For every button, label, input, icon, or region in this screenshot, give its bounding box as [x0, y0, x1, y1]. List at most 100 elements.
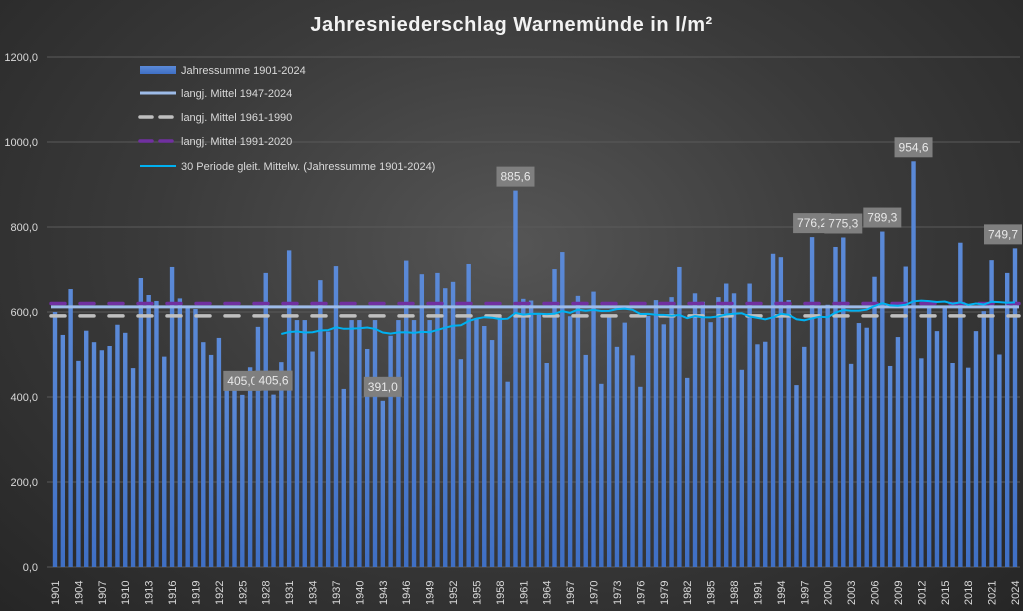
bar-1929 — [271, 394, 276, 567]
x-tick-label: 1979 — [659, 581, 671, 605]
bar-2004 — [856, 323, 862, 567]
x-tick-label: 1997 — [799, 581, 811, 605]
bar-1986 — [716, 297, 721, 567]
bar-1901 — [52, 312, 58, 567]
bar-1914 — [154, 300, 159, 567]
y-tick-label: 200,0 — [10, 477, 38, 489]
bar-1989 — [739, 369, 745, 567]
bar-2018 — [965, 367, 971, 567]
data-label-box — [863, 207, 902, 228]
bar-1965 — [552, 269, 557, 567]
bar-1980 — [669, 297, 674, 567]
x-tick-label: 2024 — [1010, 581, 1022, 605]
bar-1903 — [68, 289, 73, 567]
x-tick-label: 2009 — [893, 581, 905, 605]
bar-1924 — [232, 389, 237, 567]
bar-1907 — [99, 350, 105, 567]
bar-1937 — [333, 266, 339, 567]
bar-1906 — [91, 342, 97, 567]
x-tick-label: 1928 — [261, 581, 273, 605]
bar-1912 — [138, 278, 144, 567]
bar-1958 — [497, 317, 503, 567]
legend-label: 30 Periode gleit. Mittelw. (Jahressumme … — [181, 161, 435, 173]
data-label: 885,6 — [500, 170, 530, 184]
bar-1915 — [162, 356, 167, 567]
bar-1919 — [193, 309, 198, 567]
legend-swatch-bar — [140, 66, 176, 74]
x-tick-label: 1937 — [331, 581, 343, 605]
x-tick-label: 1931 — [284, 581, 296, 605]
bar-1971 — [599, 383, 604, 567]
bar-1953 — [458, 359, 464, 567]
bar-1959 — [505, 381, 510, 567]
x-tick-label: 1952 — [448, 581, 460, 605]
x-tick-label: 1958 — [495, 581, 507, 605]
x-tick-label: 1991 — [752, 581, 764, 605]
legend-label: Jahressumme 1901-2024 — [181, 65, 306, 77]
bar-1999 — [817, 306, 823, 567]
x-tick-label: 1976 — [635, 581, 647, 605]
bar-2016 — [950, 363, 955, 567]
bar-1923 — [224, 374, 229, 567]
bar-1911 — [130, 368, 136, 567]
legend-label: langj. Mittel 1947-2024 — [181, 88, 292, 100]
bar-1960 — [513, 190, 518, 567]
data-label-box — [223, 370, 262, 391]
data-label: 405,0 — [227, 374, 257, 388]
bar-1922 — [216, 337, 222, 567]
bar-1943 — [380, 400, 386, 567]
bar-1998 — [809, 237, 815, 568]
y-tick-label: 600,0 — [10, 307, 38, 319]
data-label-box — [793, 213, 832, 234]
bar-1935 — [318, 280, 323, 567]
bar-1933 — [302, 320, 307, 567]
bar-2000 — [825, 304, 830, 567]
x-tick-label: 2015 — [940, 581, 952, 605]
data-label-box — [824, 213, 863, 234]
bar-1988 — [731, 293, 737, 567]
x-tick-label: 1934 — [308, 581, 320, 605]
bar-1947 — [411, 320, 417, 567]
bar-2006 — [872, 276, 877, 567]
x-tick-label: 1949 — [425, 581, 437, 605]
bar-1952 — [450, 281, 456, 567]
bar-1957 — [489, 340, 495, 567]
bar-2021 — [989, 260, 994, 567]
y-tick-label: 0,0 — [23, 562, 38, 574]
bar-1928 — [263, 272, 268, 567]
bar-1951 — [443, 288, 448, 567]
bar-2010 — [903, 266, 908, 567]
legend-label: langj. Mittel 1991-2020 — [181, 136, 292, 148]
x-tick-label: 1919 — [190, 581, 202, 605]
x-tick-label: 1985 — [706, 581, 718, 605]
bar-1940 — [357, 320, 362, 567]
x-tick-label: 1964 — [542, 581, 554, 605]
x-tick-label: 1907 — [97, 581, 109, 605]
bar-1910 — [123, 332, 128, 567]
bar-1985 — [708, 322, 713, 567]
bar-1945 — [396, 320, 401, 567]
bar-1996 — [794, 385, 799, 567]
bar-2003 — [848, 363, 854, 567]
bar-1927 — [255, 326, 261, 567]
bar-1909 — [115, 324, 120, 567]
bar-2017 — [958, 242, 963, 567]
bar-1966 — [560, 252, 565, 567]
x-tick-label: 2006 — [870, 581, 882, 605]
bar-1925 — [240, 394, 245, 567]
x-tick-label: 1946 — [401, 581, 413, 605]
data-label-box — [254, 370, 293, 391]
bar-2009 — [895, 337, 901, 567]
bar-1962 — [528, 300, 534, 567]
bar-1995 — [786, 300, 791, 567]
x-tick-label: 1955 — [471, 581, 483, 605]
bar-1972 — [606, 314, 612, 567]
bar-1969 — [583, 354, 588, 567]
bar-1942 — [372, 320, 378, 567]
bar-1949 — [427, 320, 432, 567]
bar-2013 — [926, 306, 932, 567]
bar-1991 — [755, 344, 760, 567]
bar-1968 — [575, 295, 581, 567]
bar-1954 — [466, 263, 471, 567]
bar-1920 — [201, 342, 206, 567]
